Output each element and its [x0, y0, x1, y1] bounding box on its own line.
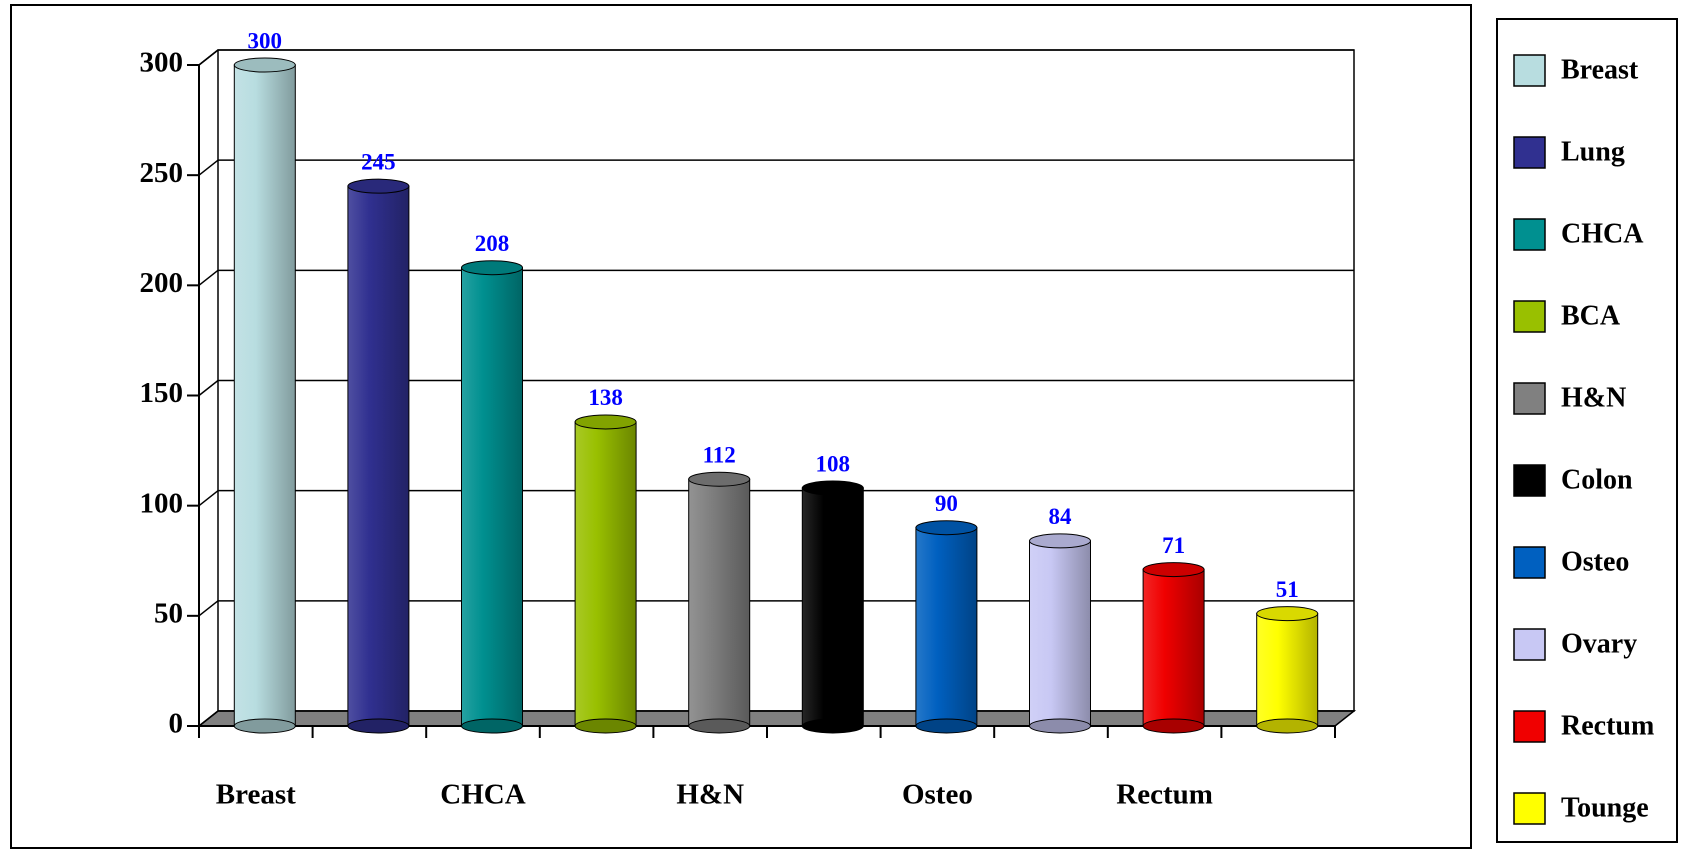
bar-top	[1029, 533, 1091, 549]
bar-bottom	[461, 718, 523, 734]
bar	[915, 527, 978, 727]
y-tick-label: 50	[154, 597, 183, 629]
grid-line-side	[198, 490, 219, 507]
legend-label: Tounge	[1561, 792, 1649, 823]
legend-label: BCA	[1561, 300, 1621, 331]
bar	[688, 478, 751, 727]
bar-bottom	[1029, 718, 1091, 734]
bar-top	[688, 471, 751, 487]
y-tick-label: 200	[140, 267, 184, 299]
bar-top	[574, 414, 637, 430]
bar-bottom	[233, 718, 296, 734]
bar	[801, 487, 864, 727]
y-tick-label: 0	[169, 708, 184, 740]
x-tick-label: H&N	[676, 779, 744, 811]
value-label: 108	[816, 451, 851, 476]
legend-swatch	[1513, 792, 1546, 825]
legend-label: H&N	[1561, 382, 1626, 413]
bar-bottom	[1256, 718, 1319, 734]
grid-line-side	[198, 600, 219, 617]
bar-bottom	[1142, 718, 1205, 734]
x-tick-label: Breast	[216, 779, 296, 811]
legend-label: CHCA	[1561, 218, 1644, 249]
legend-label: Colon	[1561, 464, 1633, 495]
bar	[461, 267, 523, 727]
value-label: 71	[1162, 533, 1185, 558]
value-label: 245	[361, 149, 396, 174]
bar-top	[347, 178, 410, 194]
grid-line-side	[198, 710, 219, 727]
value-label: 112	[703, 443, 736, 468]
x-tick-label: CHCA	[440, 779, 525, 811]
y-tick-label: 150	[140, 377, 184, 409]
bar	[1256, 613, 1319, 727]
legend-swatch	[1513, 382, 1546, 415]
legend-label: Breast	[1561, 54, 1639, 85]
grid-line-side	[198, 159, 219, 176]
legend-swatch	[1513, 710, 1546, 743]
y-tick-label: 250	[140, 157, 184, 189]
bar	[574, 421, 637, 727]
bar	[347, 185, 410, 727]
legend-swatch	[1513, 218, 1546, 251]
bar-top	[233, 57, 296, 73]
value-label: 300	[248, 28, 283, 53]
legend-swatch	[1513, 628, 1546, 661]
bar	[1029, 540, 1091, 727]
value-label: 90	[935, 491, 958, 516]
grid-line-side	[198, 49, 219, 66]
bar	[1142, 569, 1205, 727]
bar-top	[1142, 562, 1205, 578]
legend-swatch	[1513, 136, 1546, 169]
value-label: 208	[475, 231, 510, 256]
legend-label: Osteo	[1561, 546, 1629, 577]
bar-bottom	[347, 718, 410, 734]
value-label: 84	[1049, 504, 1073, 529]
legend-swatch	[1513, 546, 1546, 579]
bar-bottom	[688, 718, 751, 734]
y-tick-label: 300	[140, 47, 184, 79]
bar-top	[1256, 606, 1319, 622]
bar-bottom	[915, 718, 978, 734]
value-label: 51	[1276, 577, 1299, 602]
value-label: 138	[588, 385, 623, 410]
legend-swatch	[1513, 54, 1546, 87]
bar-bottom	[801, 718, 864, 734]
grid-line-side	[198, 269, 219, 286]
legend-label: Rectum	[1561, 710, 1654, 741]
y-tick-label: 100	[140, 487, 184, 519]
legend-label: Ovary	[1561, 628, 1637, 659]
x-tick-label: Rectum	[1116, 779, 1213, 811]
bar-bottom	[574, 718, 637, 734]
grid-line-side	[198, 379, 219, 397]
bar	[233, 64, 296, 727]
bar-top	[801, 480, 864, 496]
legend-swatch	[1513, 300, 1546, 333]
legend-swatch	[1513, 464, 1546, 497]
bar-top	[915, 520, 978, 536]
bar-top	[461, 260, 523, 276]
legend-label: Lung	[1561, 136, 1625, 167]
x-tick-label: Osteo	[902, 779, 973, 811]
